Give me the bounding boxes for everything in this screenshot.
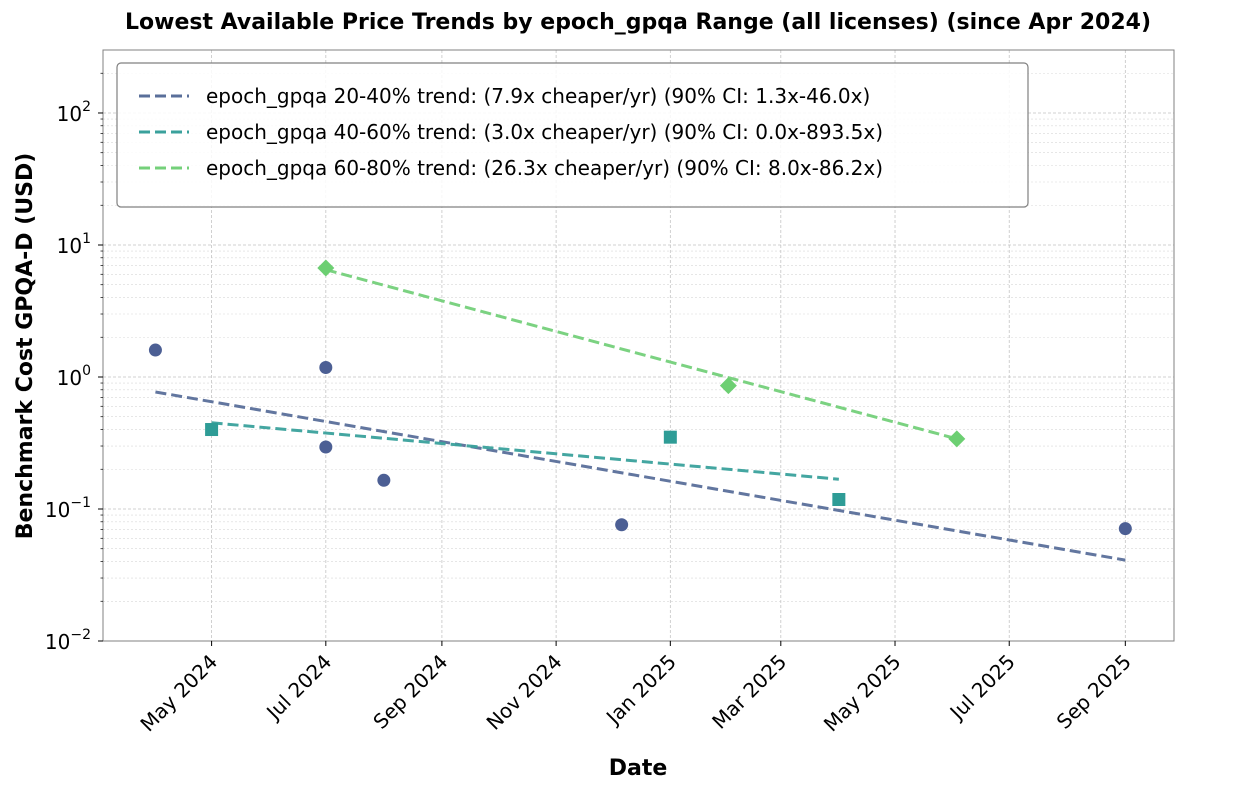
data-point (1118, 522, 1132, 536)
data-point (319, 361, 333, 375)
y-tick-label: 10−1 (45, 495, 91, 522)
data-point (205, 423, 219, 437)
chart-title: Lowest Available Price Trends by epoch_g… (125, 10, 1151, 35)
legend: epoch_gpqa 20-40% trend: (7.9x cheaper/y… (116, 62, 1029, 208)
legend-label: epoch_gpqa 60-80% trend: (26.3x cheaper/… (206, 156, 883, 180)
y-tick-label: 102 (57, 99, 91, 126)
y-tick-label: 101 (57, 231, 91, 258)
data-point (148, 343, 162, 357)
x-axis-label: Date (609, 756, 668, 781)
trend-line (211, 421, 839, 481)
x-tick-label: Nov 2024 (482, 650, 567, 735)
data-point (377, 473, 391, 487)
trend-line (155, 390, 1126, 562)
trend-line (325, 268, 958, 441)
data-point (663, 430, 677, 444)
data-point (719, 377, 737, 395)
y-tick-label: 100 (57, 363, 91, 390)
legend-entries: epoch_gpqa 20-40% trend: (7.9x cheaper/y… (139, 84, 883, 180)
x-tick-label: Jan 2025 (600, 650, 681, 731)
x-tick-label: Sep 2024 (368, 650, 452, 734)
y-tick-label: 10−2 (45, 627, 91, 654)
legend-label: epoch_gpqa 20-40% trend: (7.9x cheaper/y… (206, 84, 870, 108)
x-tick-label: May 2024 (135, 650, 222, 737)
legend-box (116, 62, 1029, 208)
data-point (615, 518, 629, 532)
legend-label: epoch_gpqa 40-60% trend: (3.0x cheaper/y… (206, 120, 883, 144)
plot-area (102, 49, 1175, 642)
x-axis-ticks: May 2024 Jul 2024 Sep 2024 Nov 2024 Jan 2025… (135, 641, 1136, 737)
data-point (319, 440, 333, 454)
x-tick-label: Sep 2025 (1052, 650, 1136, 734)
x-tick-label: Jul 2025 (944, 650, 1020, 726)
y-axis-label: Benchmark Cost GPQA-D (USD) (13, 153, 38, 540)
data-point (317, 259, 335, 277)
data-point (832, 493, 846, 507)
data-point (948, 430, 966, 448)
x-tick-label: Mar 2025 (707, 650, 791, 734)
data-points (148, 259, 1132, 536)
y-axis-ticks: 10−2 10−1 100 101 102 (45, 72, 103, 654)
x-tick-label: May 2025 (819, 650, 906, 737)
trend-lines (155, 268, 1126, 562)
x-tick-label: Jul 2024 (260, 650, 336, 726)
